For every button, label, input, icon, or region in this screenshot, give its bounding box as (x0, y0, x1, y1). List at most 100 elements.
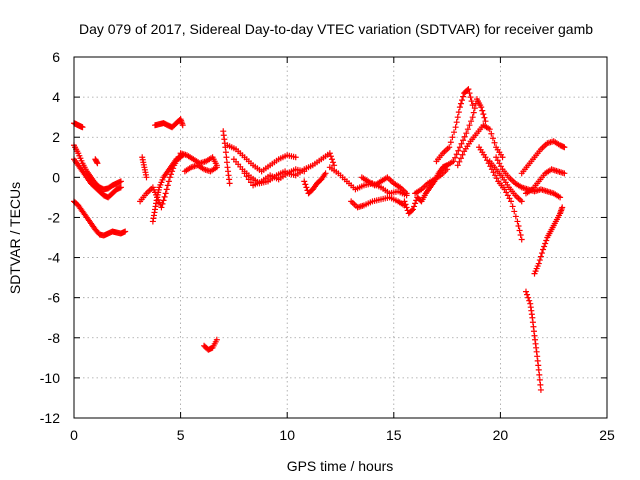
data-point (487, 163, 494, 170)
y-tick-label: 6 (52, 49, 60, 65)
data-point (168, 171, 175, 178)
data-point (459, 97, 466, 104)
data-point (517, 231, 524, 238)
data-point (525, 294, 532, 301)
series-arc-5 (92, 156, 101, 167)
series-arc-13 (220, 128, 233, 187)
data-point (536, 257, 543, 264)
x-tick-label: 25 (599, 427, 615, 443)
data-point (94, 160, 101, 167)
data-point (226, 180, 233, 187)
data-point (488, 130, 495, 137)
data-point (222, 149, 229, 156)
series-arc-10 (177, 150, 220, 169)
series-arc-8 (149, 154, 184, 225)
series-arc-4 (71, 156, 124, 201)
data-point (467, 94, 474, 101)
data-point (117, 178, 124, 185)
data-point (412, 200, 419, 207)
data-point (508, 198, 515, 205)
plot-frame (73, 56, 608, 419)
series-arc-7 (139, 154, 150, 181)
y-tick-label: -12 (40, 410, 60, 426)
data-point (449, 134, 456, 141)
y-tick-label: -10 (40, 370, 60, 386)
data-point (493, 154, 500, 161)
data-point (301, 178, 308, 185)
data-point (409, 206, 416, 213)
data-point (159, 200, 166, 207)
series-arc-9 (152, 116, 186, 131)
data-point (451, 129, 458, 136)
data-point (164, 182, 171, 189)
data-point (161, 193, 168, 200)
data-point (537, 253, 544, 260)
y-tick-label: 4 (52, 89, 60, 105)
axis-ticks (73, 56, 608, 419)
data-point (162, 190, 169, 197)
data-point (322, 170, 329, 177)
data-point (492, 172, 499, 179)
data-point (456, 104, 463, 111)
data-point (557, 194, 564, 201)
data-point (537, 386, 544, 393)
data-point (535, 366, 542, 373)
data-point (468, 118, 475, 125)
data-point (213, 336, 220, 343)
data-point (455, 109, 462, 116)
y-tick-label: -6 (48, 290, 61, 306)
data-point (160, 197, 167, 204)
data-point (223, 159, 230, 166)
data-point (491, 139, 498, 146)
data-point (455, 147, 462, 154)
data-point (303, 184, 310, 191)
data-point (503, 189, 510, 196)
data-point (403, 204, 410, 211)
data-point (482, 118, 489, 125)
data-point (401, 198, 408, 205)
data-point (459, 151, 466, 158)
series-arc-12 (201, 336, 220, 353)
data-point (326, 150, 333, 157)
series-arc-1 (71, 120, 86, 131)
data-point (453, 119, 460, 126)
data-point (163, 186, 170, 193)
data-point (402, 201, 409, 208)
data-point (458, 140, 465, 147)
data-point (499, 154, 506, 161)
data-point (464, 126, 471, 133)
x-tick-label: 10 (279, 427, 295, 443)
series-arc-30 (518, 138, 568, 177)
data-point (536, 371, 543, 378)
data-point (559, 204, 566, 211)
data-point (518, 236, 525, 243)
data-point (509, 203, 516, 210)
data-point (143, 174, 150, 181)
data-point (501, 186, 508, 193)
y-tick-label: -2 (48, 209, 61, 225)
data-point (454, 114, 461, 121)
data-point (331, 162, 338, 169)
data-point (456, 158, 463, 165)
y-tick-label: 2 (52, 129, 60, 145)
series-arc-17 (284, 150, 338, 179)
series-arc-25 (444, 96, 489, 169)
series-arc-31 (522, 166, 568, 197)
data-point (450, 158, 457, 165)
data-point (522, 288, 529, 295)
data-point (524, 291, 531, 298)
data-point (484, 157, 491, 164)
x-tick-label: 15 (386, 427, 402, 443)
series-arc-33 (522, 288, 544, 393)
data-point (463, 130, 470, 137)
series-arc-18 (301, 170, 329, 197)
series-arc-11 (181, 162, 220, 175)
data-point (457, 100, 464, 107)
data-point (540, 246, 547, 253)
axis-tick-labels: 0 5 10 15 20 25 -12 -10 -8 -6 -4 -2 0 2 4 6 (40, 49, 615, 443)
data-point (511, 208, 518, 215)
data-point (223, 154, 230, 161)
data-point (493, 175, 500, 182)
series-arc-26 (454, 122, 506, 169)
data-points (71, 86, 568, 393)
